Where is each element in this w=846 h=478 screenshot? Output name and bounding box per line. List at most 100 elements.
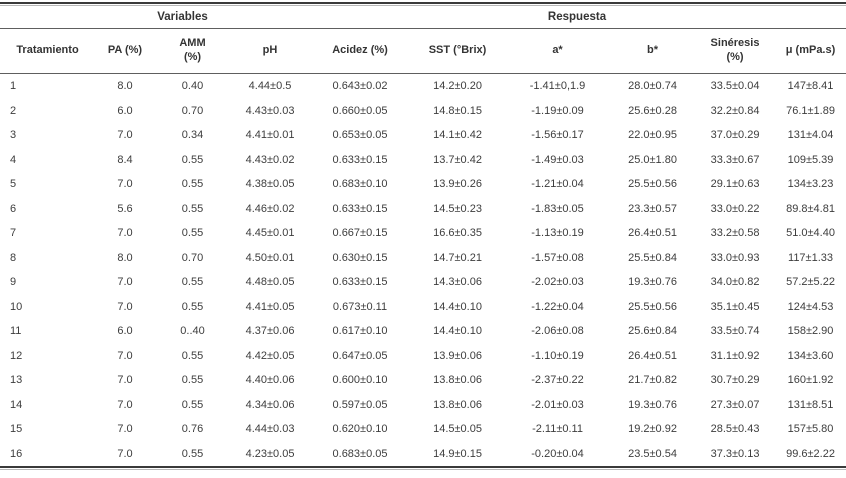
- cell-amm: 0.34: [181, 129, 204, 142]
- group-header-variables: Variables: [95, 6, 231, 29]
- col-header-amm: AMM (%): [155, 28, 231, 74]
- cell-acidez: 0.617±0.10: [332, 325, 388, 338]
- cell-ph: 4.37±0.06: [245, 325, 295, 338]
- cell-a-star: -2.37±0.22: [531, 374, 584, 387]
- cell-acidez: 0.597±0.05: [332, 398, 388, 411]
- cell-sineresis: 28.5±0.43: [710, 423, 760, 436]
- cell-acidez: 0.633±0.15: [332, 153, 388, 166]
- cell-a-star: -1.41±0,1.9: [529, 80, 586, 93]
- col-header-sineresis: Sinéresis (%): [695, 28, 776, 74]
- treatment-cell: 12: [10, 349, 23, 362]
- cell-amm: 0.55: [181, 178, 204, 191]
- cell-ph: 4.44±0.03: [245, 423, 295, 436]
- cell-a-star: -1.21±0.04: [531, 178, 584, 191]
- cell-ph: 4.44±0.5: [248, 80, 292, 93]
- cell-mu: 134±3.60: [787, 349, 834, 362]
- table-row: 13 7.0 0.55 4.40±0.06 0.600±0.10 13.8±0.06 -2.…: [0, 368, 846, 393]
- cell-amm: 0.55: [181, 374, 204, 387]
- cell-pa: 7.0: [117, 227, 133, 240]
- cell-mu: 134±3.23: [787, 178, 834, 191]
- table-row: 7 7.0 0.55 4.45±0.01 0.667±0.15 16.6±0.35 -1.1…: [0, 221, 846, 246]
- cell-mu: 76.1±1.89: [786, 104, 835, 117]
- table-row: 15 7.0 0.76 4.44±0.03 0.620±0.10 14.5±0.05 -2.…: [0, 417, 846, 442]
- table-row: 2 6.0 0.70 4.43±0.03 0.660±0.05 14.8±0.15 -1.1…: [0, 99, 846, 124]
- cell-sineresis: 35.1±0.45: [710, 300, 760, 313]
- cell-mu: 157±5.80: [787, 423, 834, 436]
- treatment-cell: 14: [10, 398, 23, 411]
- cell-ph: 4.41±0.05: [245, 300, 295, 313]
- cell-amm: 0.55: [181, 202, 204, 215]
- cell-mu: 147±8.41: [787, 80, 834, 93]
- cell-sst: 13.8±0.06: [433, 374, 482, 387]
- cell-amm: 0.55: [181, 153, 204, 166]
- table-row: 4 8.4 0.55 4.43±0.02 0.633±0.15 13.7±0.42 -1.4…: [0, 148, 846, 173]
- cell-a-star: -2.11±0.11: [532, 423, 583, 436]
- treatment-cell: 10: [10, 300, 23, 313]
- cell-ph: 4.34±0.06: [245, 398, 295, 411]
- cell-ph: 4.23±0.05: [245, 447, 295, 460]
- table-row: 5 7.0 0.55 4.38±0.05 0.683±0.10 13.9±0.26 -1.2…: [0, 172, 846, 197]
- cell-sst: 13.9±0.06: [433, 349, 482, 362]
- cell-acidez: 0.683±0.05: [332, 447, 388, 460]
- cell-acidez: 0.653±0.05: [332, 129, 388, 142]
- table-row: 3 7.0 0.34 4.41±0.01 0.653±0.05 14.1±0.42 -1.5…: [0, 123, 846, 148]
- cell-b-star: 22.0±0.95: [628, 129, 677, 142]
- table-row: 11 6.0 0..40 4.37±0.06 0.617±0.10 14.4±0.10 -2…: [0, 319, 846, 344]
- cell-pa: 7.0: [117, 178, 133, 191]
- treatment-cell: 9: [10, 276, 17, 289]
- cell-amm: 0.55: [181, 227, 204, 240]
- treatment-cell: 1: [10, 80, 17, 93]
- cell-acidez: 0.647±0.05: [332, 349, 388, 362]
- cell-mu: 131±4.04: [787, 129, 834, 142]
- cell-sst: 14.9±0.15: [433, 447, 482, 460]
- cell-ph: 4.45±0.01: [245, 227, 295, 240]
- table-row: 6 5.6 0.55 4.46±0.02 0.633±0.15 14.5±0.23 -1.8…: [0, 197, 846, 222]
- cell-acidez: 0.683±0.10: [332, 178, 388, 191]
- cell-a-star: -1.19±0.09: [531, 104, 584, 117]
- cell-b-star: 25.6±0.84: [628, 325, 677, 338]
- cell-b-star: 19.3±0.76: [628, 398, 677, 411]
- cell-acidez: 0.667±0.15: [332, 227, 388, 240]
- treatment-cell: 8: [10, 251, 17, 264]
- cell-sst: 14.5±0.23: [433, 202, 482, 215]
- cell-mu: 158±2.90: [787, 325, 834, 338]
- cell-sineresis: 33.5±0.74: [710, 325, 760, 338]
- cell-b-star: 26.4±0.51: [628, 227, 677, 240]
- cell-pa: 7.0: [117, 447, 133, 460]
- cell-amm: 0.55: [181, 300, 204, 313]
- cell-sineresis: 34.0±0.82: [710, 276, 760, 289]
- cell-b-star: 25.5±0.56: [628, 178, 677, 191]
- cell-sst: 13.8±0.06: [433, 398, 482, 411]
- treatment-cell: 4: [10, 153, 17, 166]
- cell-a-star: -1.10±0.19: [531, 349, 584, 362]
- cell-ph: 4.41±0.01: [245, 129, 295, 142]
- cell-mu: 117±1.33: [788, 251, 833, 264]
- col-header-tratamiento: Tratamiento: [0, 28, 95, 74]
- treatment-cell: 5: [10, 178, 17, 191]
- cell-b-star: 21.7±0.82: [628, 374, 677, 387]
- cell-b-star: 25.5±0.84: [628, 251, 677, 264]
- cell-acidez: 0.630±0.15: [332, 251, 388, 264]
- table-head: Variables Respuesta Tratamiento PA (%) AMM…: [0, 6, 846, 74]
- cell-pa: 7.0: [117, 423, 133, 436]
- cell-sst: 14.4±0.10: [433, 300, 482, 313]
- cell-mu: 109±5.39: [787, 153, 834, 166]
- cell-acidez: 0.660±0.05: [332, 104, 388, 117]
- cell-mu: 57.2±5.22: [786, 276, 835, 289]
- table-row: 10 7.0 0.55 4.41±0.05 0.673±0.11 14.4±0.10 -1.…: [0, 295, 846, 320]
- cell-pa: 8.0: [117, 251, 133, 264]
- cell-b-star: 19.2±0.92: [628, 423, 677, 436]
- cell-amm: 0.70: [181, 251, 204, 264]
- group-header-row: Variables Respuesta: [0, 6, 846, 29]
- cell-amm: 0.55: [181, 398, 204, 411]
- cell-pa: 7.0: [117, 300, 133, 313]
- treatment-cell: 11: [10, 325, 22, 338]
- cell-pa: 8.4: [117, 153, 133, 166]
- cell-b-star: 28.0±0.74: [628, 80, 677, 93]
- cell-sineresis: 37.3±0.13: [710, 447, 760, 460]
- cell-mu: 131±8.51: [787, 398, 834, 411]
- cell-sineresis: 33.0±0.93: [710, 251, 760, 264]
- cell-acidez: 0.620±0.10: [332, 423, 388, 436]
- cell-a-star: -1.22±0.04: [531, 300, 584, 313]
- cell-mu: 160±1.92: [787, 374, 834, 387]
